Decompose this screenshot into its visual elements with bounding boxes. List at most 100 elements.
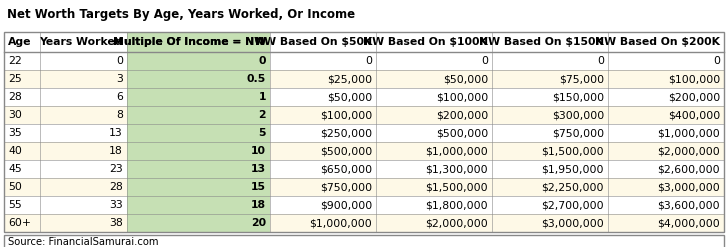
Text: $3,000,000: $3,000,000: [541, 218, 604, 228]
Text: 28: 28: [8, 92, 22, 102]
Text: $1,500,000: $1,500,000: [542, 146, 604, 156]
Bar: [4, 178, 724, 196]
Text: 0: 0: [258, 56, 266, 66]
Text: $2,700,000: $2,700,000: [542, 200, 604, 210]
Text: 13: 13: [109, 128, 123, 138]
Bar: [4, 106, 724, 124]
Bar: [4, 160, 724, 178]
Text: $4,000,000: $4,000,000: [657, 218, 720, 228]
Bar: [4, 88, 724, 106]
Text: $75,000: $75,000: [559, 74, 604, 84]
Text: 10: 10: [251, 146, 266, 156]
Text: $25,000: $25,000: [327, 74, 372, 84]
Text: $3,000,000: $3,000,000: [657, 182, 720, 192]
Text: $2,250,000: $2,250,000: [542, 182, 604, 192]
Text: $250,000: $250,000: [320, 128, 372, 138]
Text: Years Worked: Years Worked: [39, 37, 123, 47]
Text: $500,000: $500,000: [320, 146, 372, 156]
Text: $1,000,000: $1,000,000: [425, 146, 488, 156]
Text: 22: 22: [8, 56, 22, 66]
Bar: [127, 214, 270, 232]
Bar: [4, 32, 724, 232]
Text: 38: 38: [109, 218, 123, 228]
Text: 15: 15: [251, 182, 266, 192]
Text: $100,000: $100,000: [668, 74, 720, 84]
Bar: [4, 235, 724, 247]
Text: 45: 45: [8, 164, 22, 174]
Text: $2,000,000: $2,000,000: [657, 146, 720, 156]
Text: Multiple Of Income = NW: Multiple Of Income = NW: [113, 37, 266, 47]
Text: NW Based On $200K: NW Based On $200K: [595, 37, 720, 47]
Text: $500,000: $500,000: [436, 128, 488, 138]
Bar: [4, 214, 724, 232]
Text: $750,000: $750,000: [552, 128, 604, 138]
Text: 55: 55: [8, 200, 22, 210]
Text: $400,000: $400,000: [668, 110, 720, 120]
Bar: [4, 196, 724, 214]
Text: 40: 40: [8, 146, 22, 156]
Bar: [127, 142, 270, 160]
Text: NW Based On $50K: NW Based On $50K: [255, 37, 372, 47]
Text: $1,500,000: $1,500,000: [425, 182, 488, 192]
Text: 5: 5: [258, 128, 266, 138]
Text: $750,000: $750,000: [320, 182, 372, 192]
Bar: [4, 52, 724, 70]
Text: $300,000: $300,000: [552, 110, 604, 120]
Text: $2,000,000: $2,000,000: [425, 218, 488, 228]
Text: $900,000: $900,000: [320, 200, 372, 210]
Text: Source: FinancialSamurai.com: Source: FinancialSamurai.com: [8, 237, 159, 247]
Text: $150,000: $150,000: [552, 92, 604, 102]
Text: Age: Age: [8, 37, 31, 47]
Text: 6: 6: [116, 92, 123, 102]
Text: 30: 30: [8, 110, 22, 120]
Text: 50: 50: [8, 182, 22, 192]
Bar: [127, 178, 270, 196]
Text: $1,000,000: $1,000,000: [309, 218, 372, 228]
Text: 28: 28: [109, 182, 123, 192]
Text: $50,000: $50,000: [443, 74, 488, 84]
Text: 8: 8: [116, 110, 123, 120]
Text: 35: 35: [8, 128, 22, 138]
Bar: [127, 52, 270, 70]
Bar: [127, 196, 270, 214]
Text: $200,000: $200,000: [436, 110, 488, 120]
Text: 0: 0: [365, 56, 372, 66]
Text: 13: 13: [251, 164, 266, 174]
Text: NW Based On $150K: NW Based On $150K: [479, 37, 604, 47]
Bar: [127, 88, 270, 106]
Bar: [4, 32, 724, 52]
Text: $1,300,000: $1,300,000: [425, 164, 488, 174]
Bar: [4, 70, 724, 88]
Text: 0: 0: [481, 56, 488, 66]
Bar: [127, 106, 270, 124]
Text: 1: 1: [258, 92, 266, 102]
Text: 60+: 60+: [8, 218, 31, 228]
Text: $100,000: $100,000: [320, 110, 372, 120]
Text: 33: 33: [109, 200, 123, 210]
Bar: [127, 160, 270, 178]
Text: 0: 0: [116, 56, 123, 66]
Text: $1,800,000: $1,800,000: [425, 200, 488, 210]
Text: 25: 25: [8, 74, 22, 84]
Text: 2: 2: [258, 110, 266, 120]
Text: 18: 18: [109, 146, 123, 156]
Text: Net Worth Targets By Age, Years Worked, Or Income: Net Worth Targets By Age, Years Worked, …: [7, 8, 355, 21]
Text: Multiple Of Income = NW: Multiple Of Income = NW: [113, 37, 266, 47]
Text: $2,600,000: $2,600,000: [657, 164, 720, 174]
Text: $100,000: $100,000: [436, 92, 488, 102]
Bar: [127, 124, 270, 142]
Text: $3,600,000: $3,600,000: [657, 200, 720, 210]
Text: 3: 3: [116, 74, 123, 84]
Text: 0.5: 0.5: [247, 74, 266, 84]
Text: $1,000,000: $1,000,000: [657, 128, 720, 138]
Text: $1,950,000: $1,950,000: [542, 164, 604, 174]
Text: $50,000: $50,000: [327, 92, 372, 102]
Bar: [4, 124, 724, 142]
Bar: [4, 142, 724, 160]
Text: 0: 0: [713, 56, 720, 66]
Bar: [127, 32, 270, 52]
Text: 18: 18: [251, 200, 266, 210]
Text: $650,000: $650,000: [320, 164, 372, 174]
Text: 0: 0: [597, 56, 604, 66]
Text: $200,000: $200,000: [668, 92, 720, 102]
